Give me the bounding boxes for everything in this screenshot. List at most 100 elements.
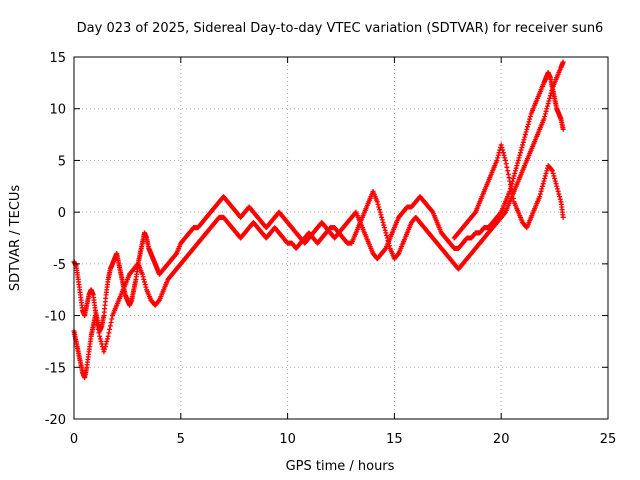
data-point	[542, 113, 548, 119]
data-point	[384, 232, 390, 238]
data-point	[552, 176, 558, 182]
data-point	[557, 196, 563, 202]
data-point	[549, 88, 555, 94]
data-point	[560, 126, 566, 132]
data-point	[547, 95, 553, 101]
data-point	[509, 188, 515, 194]
y-tick-label: 10	[49, 103, 66, 118]
series-2	[71, 59, 566, 381]
data-point	[514, 163, 520, 169]
data-point	[386, 243, 392, 249]
data-point	[542, 111, 548, 117]
data-point	[538, 188, 544, 194]
data-point	[107, 323, 113, 329]
data-point	[382, 227, 388, 233]
data-point	[105, 333, 111, 339]
data-point	[106, 330, 112, 336]
data-point	[142, 282, 148, 288]
data-point	[520, 142, 526, 148]
data-point	[503, 161, 509, 167]
data-point	[547, 93, 553, 99]
data-point	[504, 164, 510, 170]
x-tick-label: 25	[600, 432, 617, 447]
data-point	[377, 209, 383, 215]
data-point	[560, 214, 566, 220]
data-point	[511, 173, 517, 179]
data-point	[553, 181, 559, 187]
data-point	[537, 194, 543, 200]
data-point	[386, 240, 392, 246]
data-point	[539, 186, 545, 192]
x-axis-label: GPS time / hours	[286, 459, 395, 474]
data-point	[546, 98, 552, 104]
data-point	[93, 316, 99, 322]
y-tick-label: -10	[45, 310, 66, 325]
data-point	[515, 160, 521, 166]
data-point	[102, 346, 108, 352]
x-tick-label: 20	[493, 432, 510, 447]
data-point	[384, 235, 390, 241]
data-point	[554, 186, 560, 192]
data-point	[541, 116, 547, 122]
data-point	[515, 157, 521, 163]
data-point	[506, 175, 512, 181]
data-point	[551, 173, 557, 179]
data-point	[510, 195, 516, 201]
data-point	[92, 313, 98, 319]
data-point	[543, 170, 549, 176]
data-point	[517, 152, 523, 158]
data-point	[518, 147, 524, 153]
data-point	[156, 298, 162, 304]
data-point	[498, 142, 504, 148]
data-point	[472, 210, 478, 216]
data-point	[496, 150, 502, 156]
data-point	[527, 113, 533, 119]
data-point	[519, 145, 525, 150]
data-point	[107, 326, 113, 332]
data-point	[527, 116, 533, 122]
data-point	[379, 217, 385, 223]
data-point	[494, 157, 500, 163]
data-point	[539, 183, 545, 189]
data-point	[395, 251, 401, 257]
axis-ticks: 0 5 10 15 20 25 -20 -15 -10 -5 0 5 10 15	[45, 51, 617, 447]
data-point	[520, 139, 526, 145]
data-point	[502, 157, 508, 163]
data-point	[523, 129, 529, 135]
y-tick-label: 15	[49, 51, 66, 66]
y-tick-label: -5	[53, 258, 66, 273]
data-point	[510, 192, 516, 198]
data-point	[108, 319, 114, 325]
data-point	[96, 330, 102, 336]
y-tick-label: 5	[58, 154, 66, 169]
data-point	[507, 178, 513, 184]
data-point	[549, 168, 555, 174]
data-point	[526, 119, 532, 125]
data-point	[495, 155, 501, 161]
data-point	[555, 188, 561, 194]
data-point	[374, 199, 380, 205]
data-point	[375, 201, 381, 207]
data-point	[544, 103, 550, 109]
data-point	[517, 150, 523, 156]
data-point	[98, 338, 104, 344]
data-point	[497, 210, 503, 216]
data-point	[429, 208, 435, 214]
data-point	[103, 341, 109, 347]
data-point	[495, 152, 501, 158]
data-point	[542, 173, 548, 179]
data-point	[544, 106, 550, 112]
plot-frame	[73, 56, 609, 420]
data-point	[502, 210, 508, 216]
data-point	[522, 134, 528, 140]
data-point	[143, 284, 149, 290]
data-point	[99, 341, 105, 347]
data-point	[557, 194, 563, 200]
data-point	[512, 170, 518, 176]
data-point	[109, 316, 115, 322]
data-point	[541, 178, 547, 184]
chart-title: Day 023 of 2025, Sidereal Day-to-day VTE…	[77, 21, 604, 36]
data-point	[513, 165, 519, 171]
data-point	[94, 323, 100, 329]
